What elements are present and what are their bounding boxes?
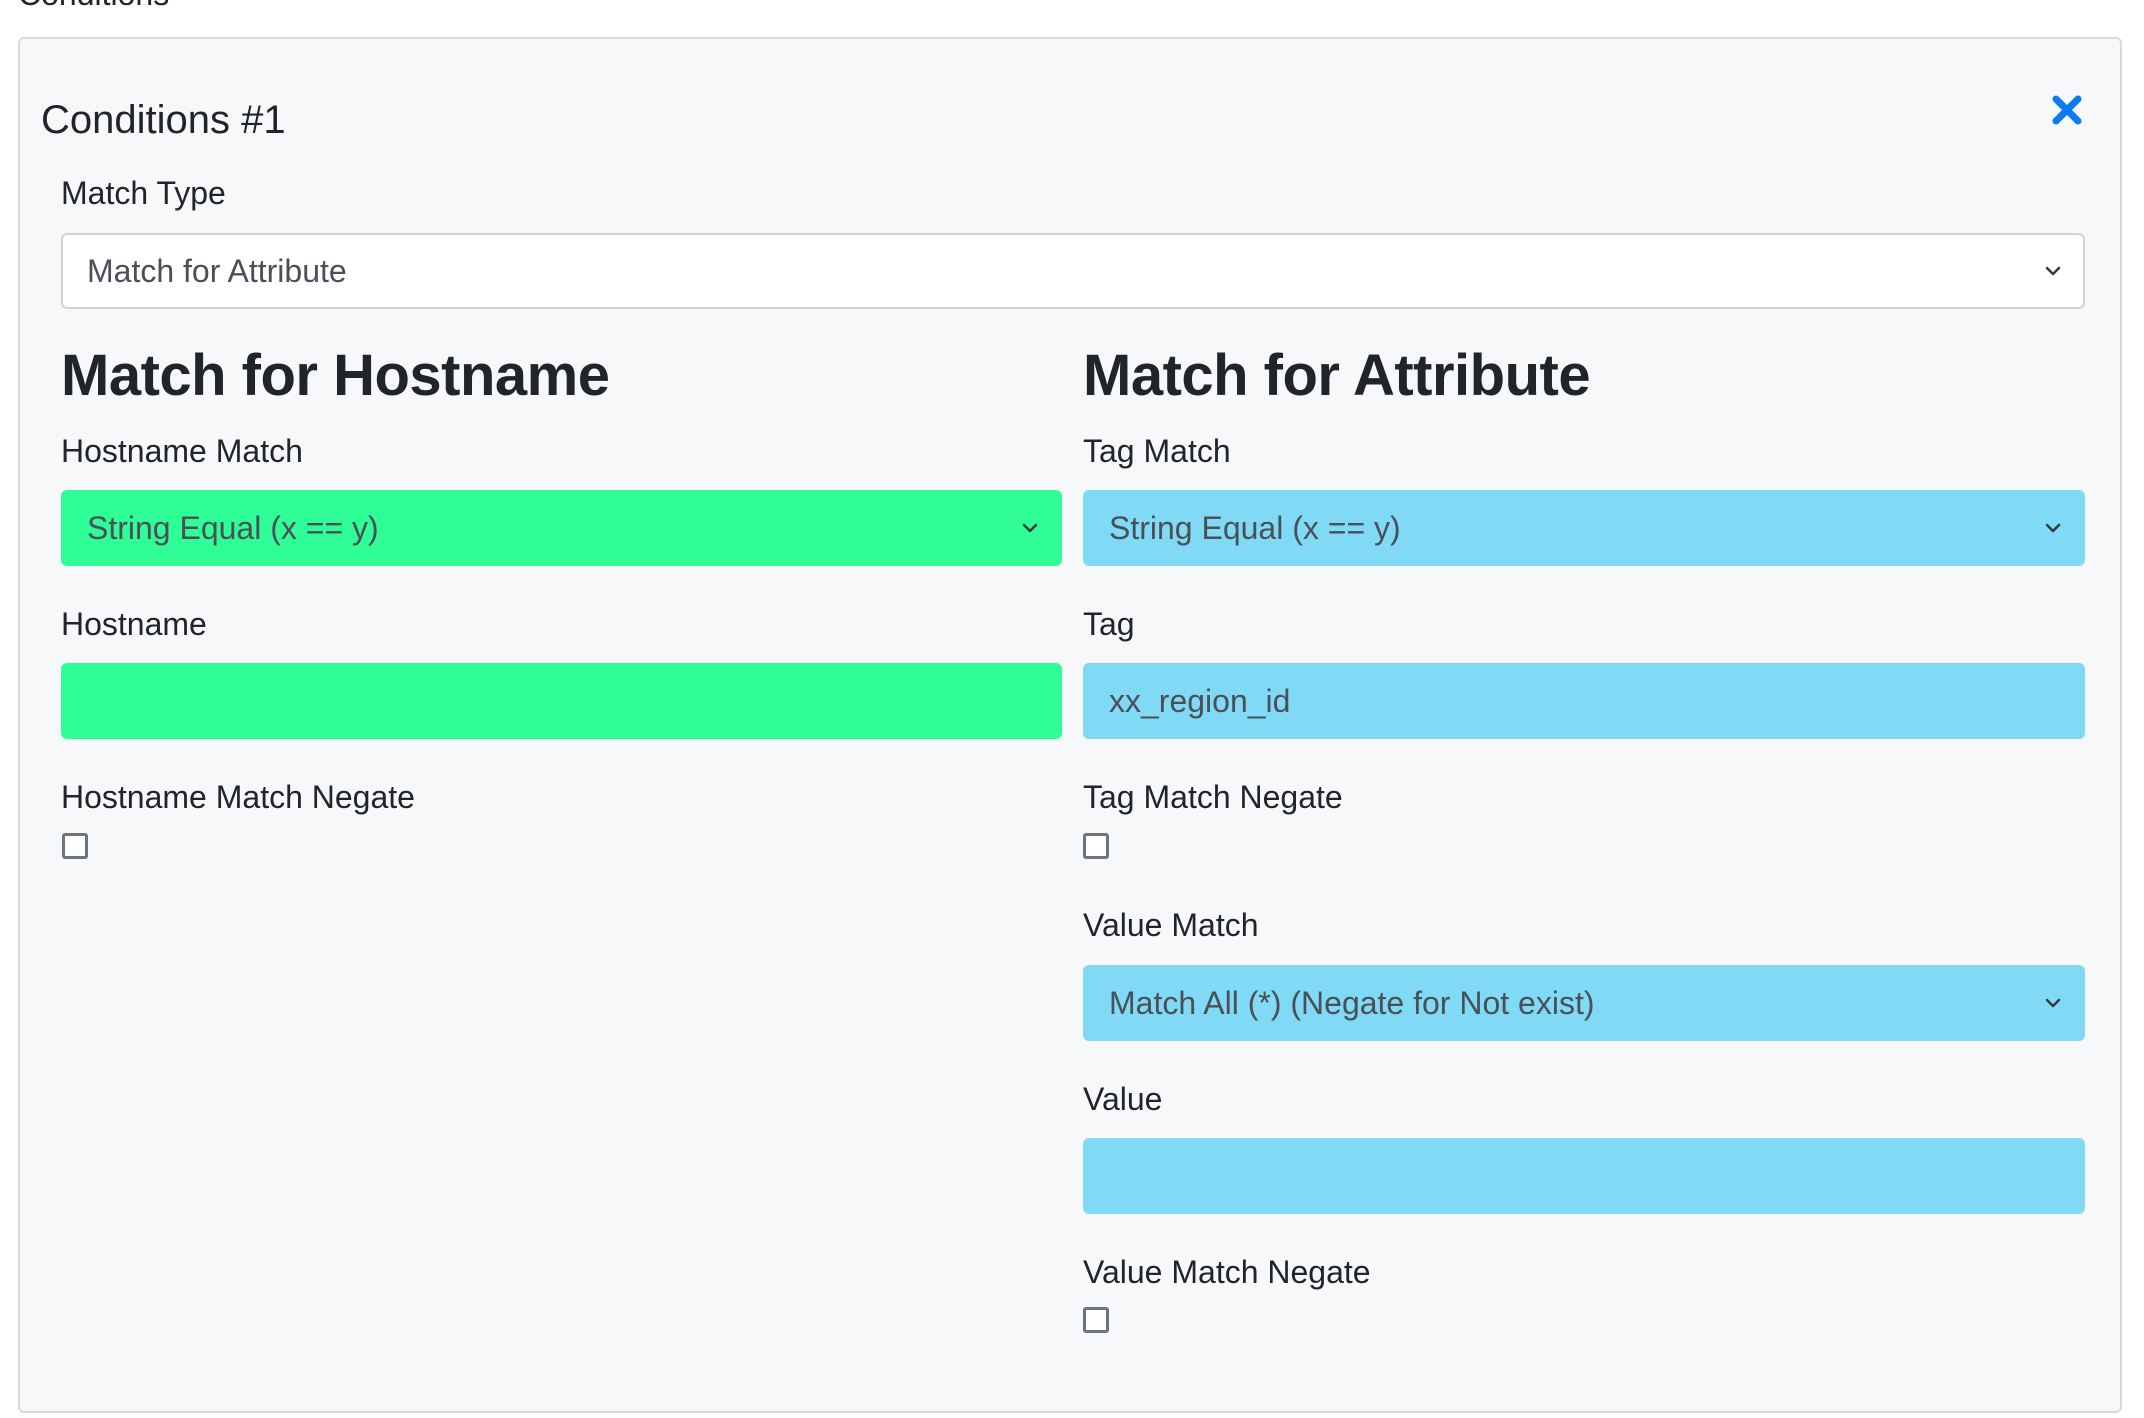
value-negate-label: Value Match Negate (1083, 1254, 1371, 1290)
value-match-label: Value Match (1083, 907, 1259, 943)
tag-match-selected: String Equal (x == y) (1109, 510, 1401, 546)
section-title: Conditions (18, 0, 169, 10)
match-type-select[interactable]: Match for Attribute (61, 233, 2085, 309)
match-type-selected: Match for Attribute (87, 253, 347, 289)
close-x-icon (2052, 95, 2082, 125)
hostname-negate-label: Hostname Match Negate (61, 779, 415, 815)
hostname-negate-checkbox[interactable] (62, 833, 88, 859)
hostname-match-selected: String Equal (x == y) (87, 510, 379, 546)
card-title: Conditions #1 (41, 98, 286, 142)
match-type-label: Match Type (61, 175, 226, 211)
value-match-select[interactable]: Match All (*) (Negate for Not exist) (1083, 965, 2085, 1041)
tag-match-label: Tag Match (1083, 433, 1231, 469)
hostname-input[interactable] (61, 663, 1062, 739)
tag-input-value: xx_region_id (1109, 683, 1291, 719)
hostname-match-select[interactable]: String Equal (x == y) (61, 490, 1062, 566)
chevron-down-icon (2045, 998, 2061, 1008)
value-negate-checkbox[interactable] (1083, 1307, 1109, 1333)
remove-condition-button[interactable] (2047, 90, 2087, 130)
value-match-selected: Match All (*) (Negate for Not exist) (1109, 985, 1595, 1021)
chevron-down-icon (2045, 523, 2061, 533)
chevron-down-icon (2045, 266, 2061, 276)
tag-negate-label: Tag Match Negate (1083, 779, 1343, 815)
chevron-down-icon (1022, 523, 1038, 533)
value-input[interactable] (1083, 1138, 2085, 1214)
tag-negate-checkbox[interactable] (1083, 833, 1109, 859)
hostname-match-label: Hostname Match (61, 433, 303, 469)
value-label: Value (1083, 1081, 1163, 1117)
hostname-heading: Match for Hostname (61, 343, 610, 408)
tag-label: Tag (1083, 606, 1135, 642)
tag-input[interactable]: xx_region_id (1083, 663, 2085, 739)
hostname-label: Hostname (61, 606, 207, 642)
attribute-heading: Match for Attribute (1083, 343, 1591, 408)
tag-match-select[interactable]: String Equal (x == y) (1083, 490, 2085, 566)
